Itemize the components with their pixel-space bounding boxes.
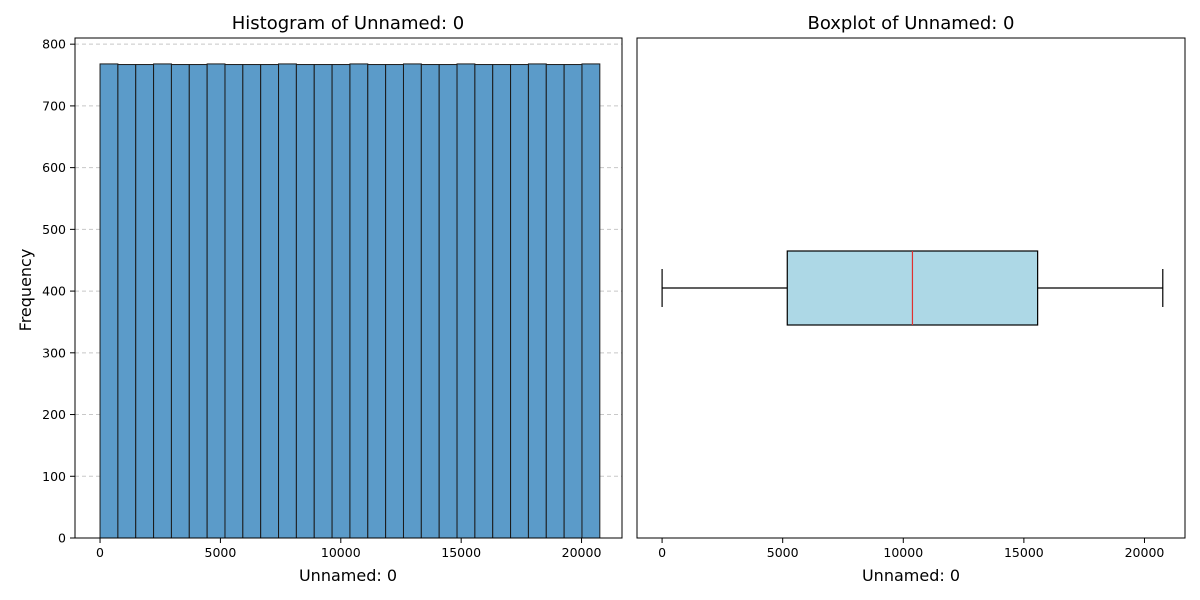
histogram-y-tick-label: 100 bbox=[42, 469, 66, 484]
boxplot-x-ticks: 0 5000 10000 15000 20000 bbox=[658, 538, 1164, 560]
histogram-x-ticks: 0 5000 10000 15000 20000 bbox=[96, 538, 601, 560]
histogram-bar bbox=[367, 64, 387, 539]
histogram-bar bbox=[313, 64, 333, 539]
histogram-x-tick-label: 20000 bbox=[562, 545, 602, 560]
boxplot-x-tick-label: 0 bbox=[658, 545, 666, 560]
histogram-bar bbox=[349, 63, 369, 539]
histogram-y-tick-label: 500 bbox=[42, 222, 66, 237]
histogram-title: Histogram of Unnamed: 0 bbox=[232, 13, 464, 34]
boxplot-panel: Boxplot of Unnamed: 0 0 5000 10000 15000 200… bbox=[636, 13, 1186, 585]
histogram-x-label: Unnamed: 0 bbox=[299, 566, 397, 585]
histogram-bar bbox=[420, 64, 440, 539]
histogram-y-tick-label: 0 bbox=[58, 531, 66, 546]
histogram-y-tick-label: 800 bbox=[42, 37, 66, 52]
histogram-bar bbox=[153, 63, 172, 539]
histogram-frame bbox=[74, 37, 623, 539]
histogram-y-tick-label: 700 bbox=[42, 98, 66, 113]
histogram-bars bbox=[99, 63, 601, 539]
boxplot-x-tick-label: 10000 bbox=[883, 545, 923, 560]
histogram-bar bbox=[188, 64, 208, 539]
histogram-bar bbox=[260, 64, 280, 539]
histogram-bar bbox=[278, 63, 297, 539]
histogram-x-tick-label: 15000 bbox=[441, 545, 481, 560]
histogram-y-tick-label: 300 bbox=[42, 345, 66, 360]
histogram-y-label: Frequency bbox=[16, 249, 35, 332]
histogram-bar bbox=[402, 63, 422, 539]
histogram-bar bbox=[99, 63, 119, 539]
histogram-bar bbox=[224, 64, 244, 539]
histogram-bar bbox=[510, 64, 529, 539]
histogram-bar bbox=[527, 63, 547, 539]
histogram-bar bbox=[474, 64, 494, 539]
histogram-bar bbox=[117, 64, 137, 539]
histogram-x-tick-label: 5000 bbox=[205, 545, 237, 560]
boxplot-x-tick-label: 15000 bbox=[1004, 545, 1044, 560]
histogram-bar bbox=[563, 64, 583, 539]
boxplot-marks bbox=[661, 250, 1164, 326]
histogram-bar bbox=[206, 63, 226, 539]
histogram-bar bbox=[295, 64, 315, 539]
boxplot-title: Boxplot of Unnamed: 0 bbox=[807, 13, 1014, 34]
histogram-y-tick-label: 600 bbox=[42, 160, 66, 175]
histogram-x-tick-label: 10000 bbox=[321, 545, 361, 560]
histogram-y-ticks: 0 100 200 300 400 500 600 700 800 bbox=[42, 37, 75, 546]
histogram-bar bbox=[242, 64, 262, 539]
boxplot-x-label: Unnamed: 0 bbox=[862, 566, 960, 585]
histogram-bar bbox=[492, 64, 512, 539]
boxplot-x-tick-label: 5000 bbox=[767, 545, 799, 560]
boxplot-x-tick-label: 20000 bbox=[1125, 545, 1165, 560]
histogram-bar bbox=[438, 64, 458, 539]
histogram-bar bbox=[456, 63, 476, 539]
histogram-bar bbox=[331, 64, 351, 539]
histogram-bar bbox=[581, 63, 601, 539]
histogram-y-tick-label: 200 bbox=[42, 407, 66, 422]
histogram-bar bbox=[170, 64, 190, 539]
histogram-bar bbox=[545, 64, 565, 539]
boxplot-frame bbox=[636, 37, 1186, 539]
histogram-x-tick-label: 0 bbox=[96, 545, 104, 560]
histogram-bar bbox=[385, 64, 404, 539]
histogram-y-tick-label: 400 bbox=[42, 284, 66, 299]
histogram-bar bbox=[135, 64, 155, 539]
histogram-panel: Histogram of Unnamed: 0 0 5000 10000 15000 2… bbox=[16, 13, 623, 585]
